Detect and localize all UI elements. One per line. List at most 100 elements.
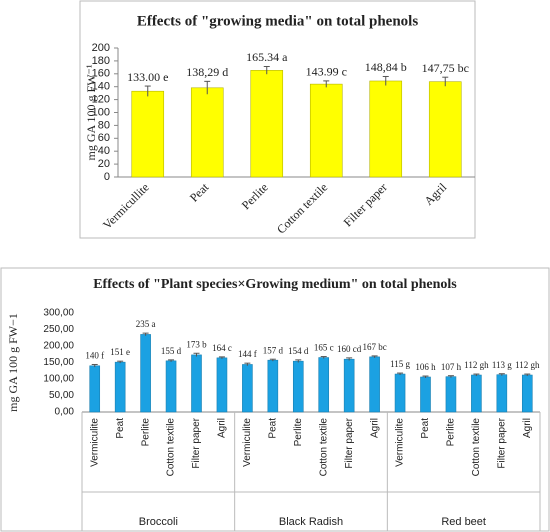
value-label: 138,29 d xyxy=(186,65,228,79)
y-tick-label: 120 xyxy=(92,94,110,106)
x-tick-label: Filter paper xyxy=(496,417,507,468)
y-tick-label: 60 xyxy=(98,132,110,144)
y-tick-label: 0 xyxy=(104,171,110,183)
bar xyxy=(191,354,202,413)
x-tick-label: Cotton textile xyxy=(274,180,330,236)
bar xyxy=(216,357,228,413)
value-label: 106 h xyxy=(415,362,436,372)
y-tick-label: 80 xyxy=(98,119,110,131)
value-label: 235 a xyxy=(136,319,156,329)
bar xyxy=(292,360,304,413)
value-label: 133.00 e xyxy=(127,70,168,84)
bar xyxy=(369,80,403,178)
y-tick-label: 20 xyxy=(98,158,110,170)
bar xyxy=(394,373,406,413)
group-label: Red beet xyxy=(441,516,486,528)
bar xyxy=(445,376,457,413)
x-tick-label: Peat xyxy=(420,418,431,439)
chart-title: Effects of "growing media" on total phen… xyxy=(137,13,419,29)
group-label: Broccoli xyxy=(139,516,178,528)
group-label: Black Radish xyxy=(279,516,343,528)
y-tick-label: 200,00 xyxy=(43,341,74,352)
value-label: 107 h xyxy=(441,362,462,372)
x-tick-label: Filter paper xyxy=(341,180,390,229)
value-label: 140 f xyxy=(85,351,104,361)
x-tick-label: Agril xyxy=(522,418,533,438)
y-tick-label: 160 xyxy=(92,68,110,80)
bar xyxy=(250,70,284,178)
x-tick-label: Filter paper xyxy=(191,417,202,468)
value-label: 148,84 b xyxy=(365,60,407,74)
x-tick-label: Cotton textile xyxy=(166,418,177,477)
x-tick-label: Peat xyxy=(115,418,126,439)
x-tick-label: Vermicullite xyxy=(100,180,152,232)
y-tick-label: 0,00 xyxy=(55,407,75,418)
x-tick-label: Vermiculite xyxy=(395,418,406,467)
chart-frame xyxy=(0,267,550,532)
bar xyxy=(267,359,279,413)
chart-title: Effects of "Plant species×Growing medium… xyxy=(93,277,457,292)
bar xyxy=(242,364,253,413)
x-tick-label: Agril xyxy=(421,180,449,208)
x-tick-label: Perlite xyxy=(239,180,271,212)
x-tick-label: Peat xyxy=(187,180,212,205)
x-tick-label: Perlite xyxy=(140,418,151,447)
bar xyxy=(114,361,126,413)
bar xyxy=(521,374,533,413)
value-label: 157 d xyxy=(263,345,284,355)
value-label: 154 d xyxy=(288,346,309,356)
y-tick-label: 140 xyxy=(92,81,110,93)
x-tick-label: Vermiculite xyxy=(89,418,100,467)
y-tick-label: 200 xyxy=(92,42,110,54)
value-label: 143.99 c xyxy=(306,65,347,79)
x-tick-label: Peat xyxy=(267,418,278,439)
value-label: 112 gh xyxy=(515,360,540,370)
bar xyxy=(131,90,165,178)
value-label: 167 bc xyxy=(362,342,386,352)
bar xyxy=(496,374,508,413)
value-label: 147,75 bc xyxy=(422,61,469,75)
value-label: 144 f xyxy=(238,349,257,359)
bar xyxy=(420,376,431,413)
value-label: 165 c xyxy=(314,343,334,353)
value-label: 113 g xyxy=(492,360,512,370)
y-tick-label: 180 xyxy=(92,55,110,67)
y-tick-label: 150,00 xyxy=(43,357,74,368)
y-axis-label: mg GA 100 g FW−1 xyxy=(6,313,20,412)
y-tick-label: 100 xyxy=(92,106,110,118)
value-label: 115 g xyxy=(390,359,410,369)
value-label: 151 e xyxy=(110,347,130,357)
x-tick-label: Perlite xyxy=(293,418,304,447)
value-label: 112 gh xyxy=(464,360,489,370)
bar xyxy=(369,356,380,413)
y-axis-label: mg GA 100 g FW⁻¹ xyxy=(84,64,98,160)
value-label: 160 cd xyxy=(337,344,362,354)
y-tick-label: 40 xyxy=(98,145,110,157)
value-label: 173 b xyxy=(186,339,207,349)
x-tick-label: Vermiculite xyxy=(242,418,253,467)
x-tick-label: Cotton textile xyxy=(318,418,329,477)
bar xyxy=(318,357,330,413)
y-tick-label: 50,00 xyxy=(49,390,74,401)
y-tick-label: 300,00 xyxy=(43,308,74,319)
x-tick-label: Cotton textile xyxy=(471,418,482,477)
bar xyxy=(140,334,151,413)
value-label: 164 c xyxy=(212,343,232,353)
y-tick-label: 250,00 xyxy=(43,324,74,335)
x-tick-label: Filter paper xyxy=(344,417,355,468)
value-label: 155 d xyxy=(161,346,182,356)
x-tick-label: Agril xyxy=(369,418,380,438)
bar xyxy=(190,87,224,178)
bar xyxy=(309,83,343,178)
chart-frame xyxy=(79,0,476,239)
x-tick-label: Perlite xyxy=(446,418,457,447)
y-tick-label: 100,00 xyxy=(43,374,74,385)
bar xyxy=(89,365,101,413)
bar xyxy=(471,374,482,413)
bar xyxy=(165,360,177,413)
bar xyxy=(428,81,462,178)
x-tick-label: Agril xyxy=(217,418,228,438)
bar xyxy=(343,358,355,413)
value-label: 165.34 a xyxy=(246,50,288,64)
